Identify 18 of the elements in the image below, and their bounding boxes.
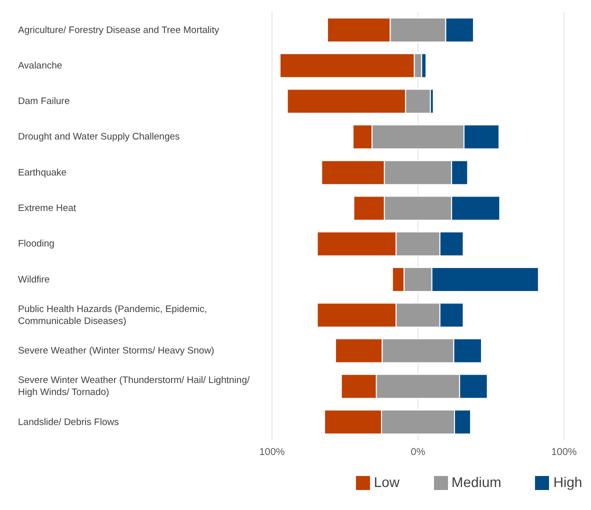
y-tick-label: Severe Winter Weather (Thunderstorm/ Hail/ Lightning/ High Winds/ Tornado)	[18, 374, 250, 398]
y-tick-label: Landslide/ Debris Flows	[18, 416, 120, 428]
y-tick-label: Extreme Heat	[18, 202, 76, 214]
y-tick-label: Dam Failure	[18, 96, 70, 107]
legend-label: Low	[374, 474, 400, 490]
y-tick-label: Agriculture/ Forestry Disease and Tree Mortality	[18, 24, 220, 36]
y-tick-label: Drought and Water Supply Challenges	[18, 131, 180, 142]
y-tick-label: Severe Weather (Winter Storms/ Heavy Snow)	[18, 345, 214, 356]
y-tick-label: Flooding	[18, 238, 54, 250]
y-tick-label: Avalanche	[18, 60, 62, 71]
legend-label: High	[553, 474, 582, 490]
x-tick-label: 100%	[259, 446, 285, 458]
y-tick-label: Wildfire	[18, 274, 50, 285]
x-tick-label: 0%	[410, 446, 426, 458]
y-tick-label: Earthquake	[18, 166, 67, 178]
x-tick-label: 100%	[551, 446, 577, 458]
y-tick-label: Public Health Hazards (Pandemic, Epidemic, Communicable Diseases)	[18, 303, 208, 326]
legend-label: Medium	[452, 474, 502, 490]
